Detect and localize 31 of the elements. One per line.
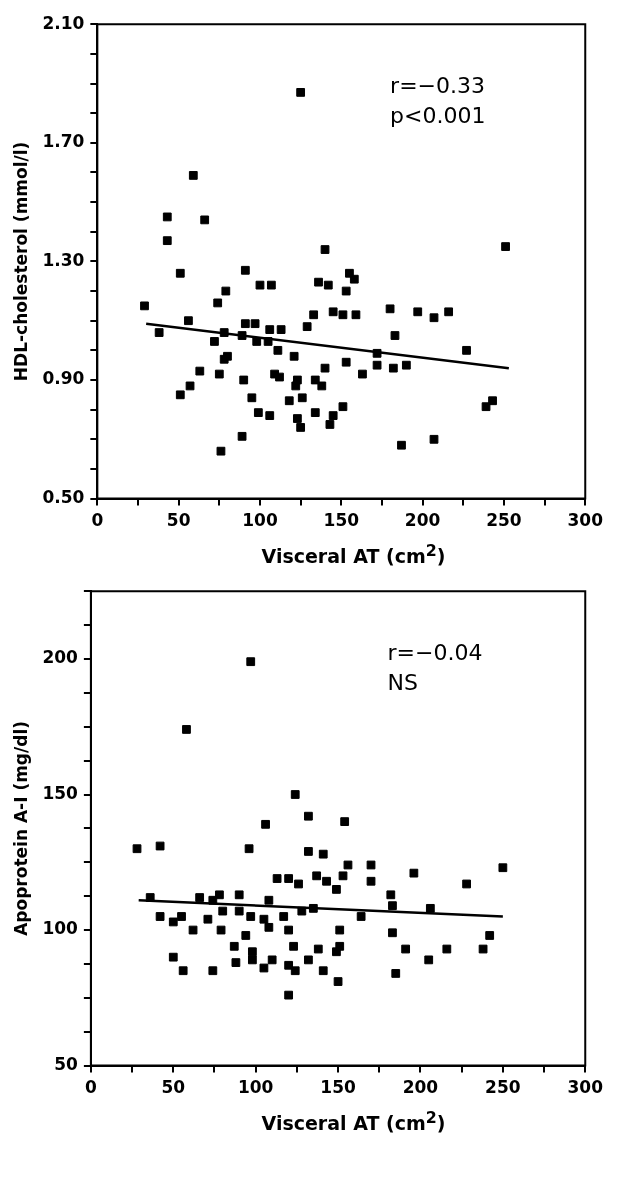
- annotation: p<0.001: [390, 103, 486, 129]
- annotation: NS: [387, 670, 418, 696]
- y-tick-label: 100: [42, 918, 79, 939]
- y-tick-label: 1.30: [42, 249, 85, 270]
- y-tick-label: 0.50: [42, 487, 85, 508]
- annotation: r=−0.33: [390, 73, 485, 99]
- x-tick-label: 300: [567, 1077, 604, 1098]
- x-tick-label: 200: [402, 1077, 439, 1098]
- y-axis-title: Apoprotein A-I (mg/dl): [10, 721, 31, 937]
- x-tick-label: 250: [486, 510, 522, 531]
- y-tick-label: 150: [42, 783, 79, 804]
- x-axis-title: Visceral AT (cm$^{2}$): [260, 540, 447, 570]
- x-tick-label: 250: [485, 1077, 521, 1098]
- y-tick-label: 200: [42, 647, 79, 668]
- x-tick-label: 150: [320, 1077, 356, 1098]
- x-tick-label: 100: [237, 1077, 274, 1098]
- y-tick-label: 1.70: [42, 131, 85, 152]
- x-tick-label: 0: [91, 510, 104, 531]
- x-tick-label: 50: [166, 510, 191, 531]
- x-tick-label: 300: [567, 510, 604, 531]
- y-axis-title: HDL-cholesterol (mmol/l): [10, 141, 31, 382]
- y-tick-label: 50: [54, 1054, 79, 1075]
- x-tick-label: 100: [242, 510, 278, 531]
- x-tick-label: 150: [323, 510, 360, 531]
- x-tick-label: 200: [404, 510, 441, 531]
- y-tick-label: 2.10: [42, 12, 85, 33]
- x-axis-title: Visceral AT (cm$^{2}$): [260, 1107, 447, 1137]
- x-tick-label: 50: [161, 1077, 186, 1098]
- annotation: r=−0.04: [387, 640, 483, 666]
- x-tick-label: 0: [84, 1077, 97, 1098]
- y-tick-label: 0.90: [42, 368, 85, 389]
